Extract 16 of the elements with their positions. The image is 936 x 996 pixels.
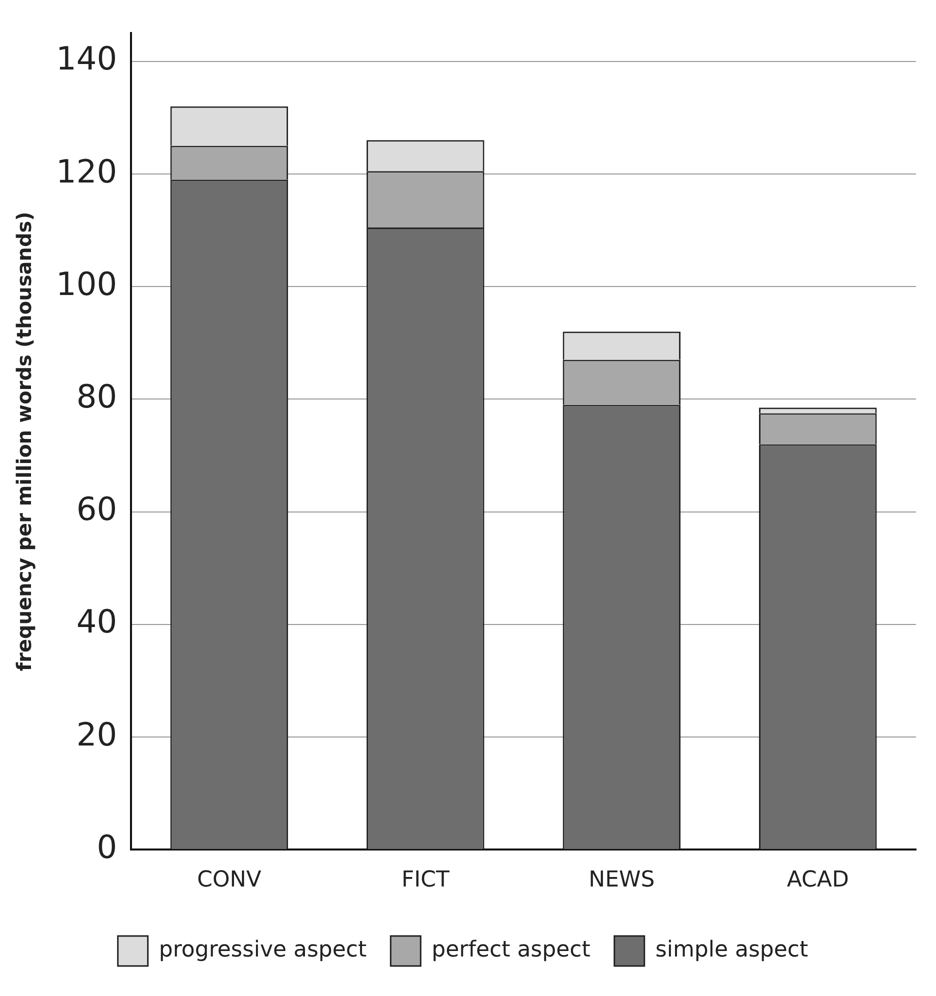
legend-label: perfect aspect: [432, 938, 591, 963]
y-tick-label: 120: [56, 152, 118, 190]
legend-label: simple aspect: [655, 938, 809, 963]
x-tick-label: CONV: [197, 868, 262, 893]
x-tick-label: ACAD: [786, 868, 849, 893]
y-tick-label: 0: [96, 828, 118, 866]
y-tick-label: 80: [76, 377, 118, 416]
legend-label: progressive aspect: [158, 938, 368, 963]
y-tick-label: 100: [56, 264, 118, 303]
x-tick-label: NEWS: [588, 868, 655, 893]
x-tick-label: FICT: [401, 868, 450, 893]
y-tick-label: 20: [76, 715, 118, 754]
y-axis-title: frequency per million words (thousands): [12, 212, 36, 672]
y-tick-label: 60: [76, 490, 118, 528]
y-tick-label: 140: [56, 40, 118, 78]
y-tick-label: 40: [76, 602, 118, 641]
